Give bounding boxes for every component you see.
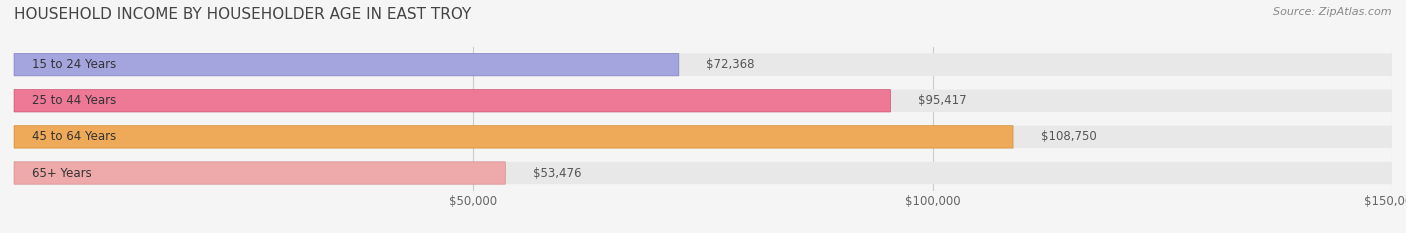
Text: $53,476: $53,476 bbox=[533, 167, 581, 179]
FancyBboxPatch shape bbox=[14, 126, 1012, 148]
Text: $95,417: $95,417 bbox=[918, 94, 967, 107]
Text: 65+ Years: 65+ Years bbox=[32, 167, 93, 179]
Text: $108,750: $108,750 bbox=[1040, 130, 1097, 143]
Text: $72,368: $72,368 bbox=[706, 58, 755, 71]
FancyBboxPatch shape bbox=[14, 126, 1392, 148]
Text: 45 to 64 Years: 45 to 64 Years bbox=[32, 130, 117, 143]
Text: 15 to 24 Years: 15 to 24 Years bbox=[32, 58, 117, 71]
FancyBboxPatch shape bbox=[14, 162, 1392, 184]
FancyBboxPatch shape bbox=[14, 89, 1392, 112]
FancyBboxPatch shape bbox=[14, 53, 1392, 76]
FancyBboxPatch shape bbox=[14, 162, 505, 184]
FancyBboxPatch shape bbox=[14, 89, 890, 112]
Text: Source: ZipAtlas.com: Source: ZipAtlas.com bbox=[1274, 7, 1392, 17]
Text: 25 to 44 Years: 25 to 44 Years bbox=[32, 94, 117, 107]
FancyBboxPatch shape bbox=[14, 53, 679, 76]
Text: HOUSEHOLD INCOME BY HOUSEHOLDER AGE IN EAST TROY: HOUSEHOLD INCOME BY HOUSEHOLDER AGE IN E… bbox=[14, 7, 471, 22]
